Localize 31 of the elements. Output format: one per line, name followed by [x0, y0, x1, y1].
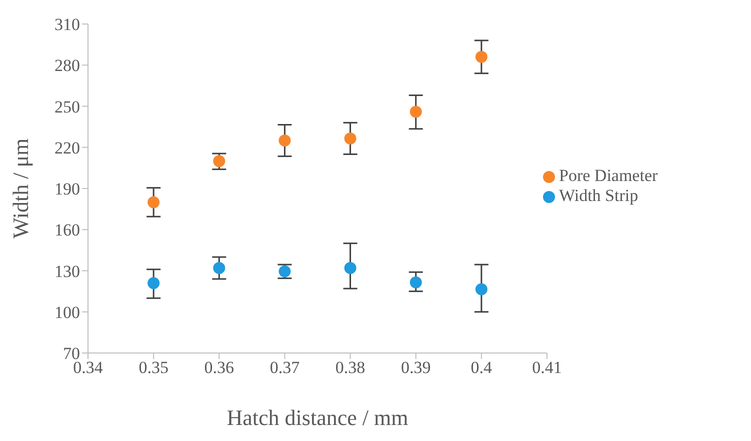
legend-label: Width Strip: [559, 186, 638, 205]
y-tick-label: 100: [54, 302, 80, 322]
point: [410, 276, 422, 288]
y-tick-label: 220: [54, 138, 80, 158]
y-tick-label: 250: [54, 97, 80, 116]
x-tick-label: 0.38: [335, 358, 366, 378]
y-axis-title: Width / μm: [8, 138, 33, 238]
legend-label: Pore Diameter: [559, 166, 658, 185]
y-tick-label: 130: [54, 262, 80, 281]
x-tick-label: 0.41: [532, 358, 562, 378]
point: [475, 50, 488, 63]
x-tick-label: 0.39: [400, 358, 431, 378]
point: [213, 262, 226, 274]
point: [213, 155, 226, 168]
point: [344, 132, 356, 144]
point: [148, 277, 160, 290]
x-tick-label: 0.34: [73, 358, 104, 378]
y-tick-label: 160: [54, 220, 80, 240]
x-tick-label: 0.4: [470, 358, 493, 378]
point: [278, 134, 291, 147]
y-tick-label: 190: [54, 180, 80, 199]
point: [344, 262, 356, 274]
x-tick-label: 0.37: [270, 358, 300, 378]
x-axis-title: Hatch distance / mm: [226, 405, 408, 430]
point: [475, 283, 488, 296]
y-tick-label: 310: [54, 15, 80, 34]
y-tick-label: 280: [54, 56, 80, 76]
x-tick-label: 0.35: [138, 358, 168, 378]
point: [410, 106, 422, 118]
point: [148, 196, 160, 208]
x-tick-label: 0.36: [204, 358, 234, 378]
